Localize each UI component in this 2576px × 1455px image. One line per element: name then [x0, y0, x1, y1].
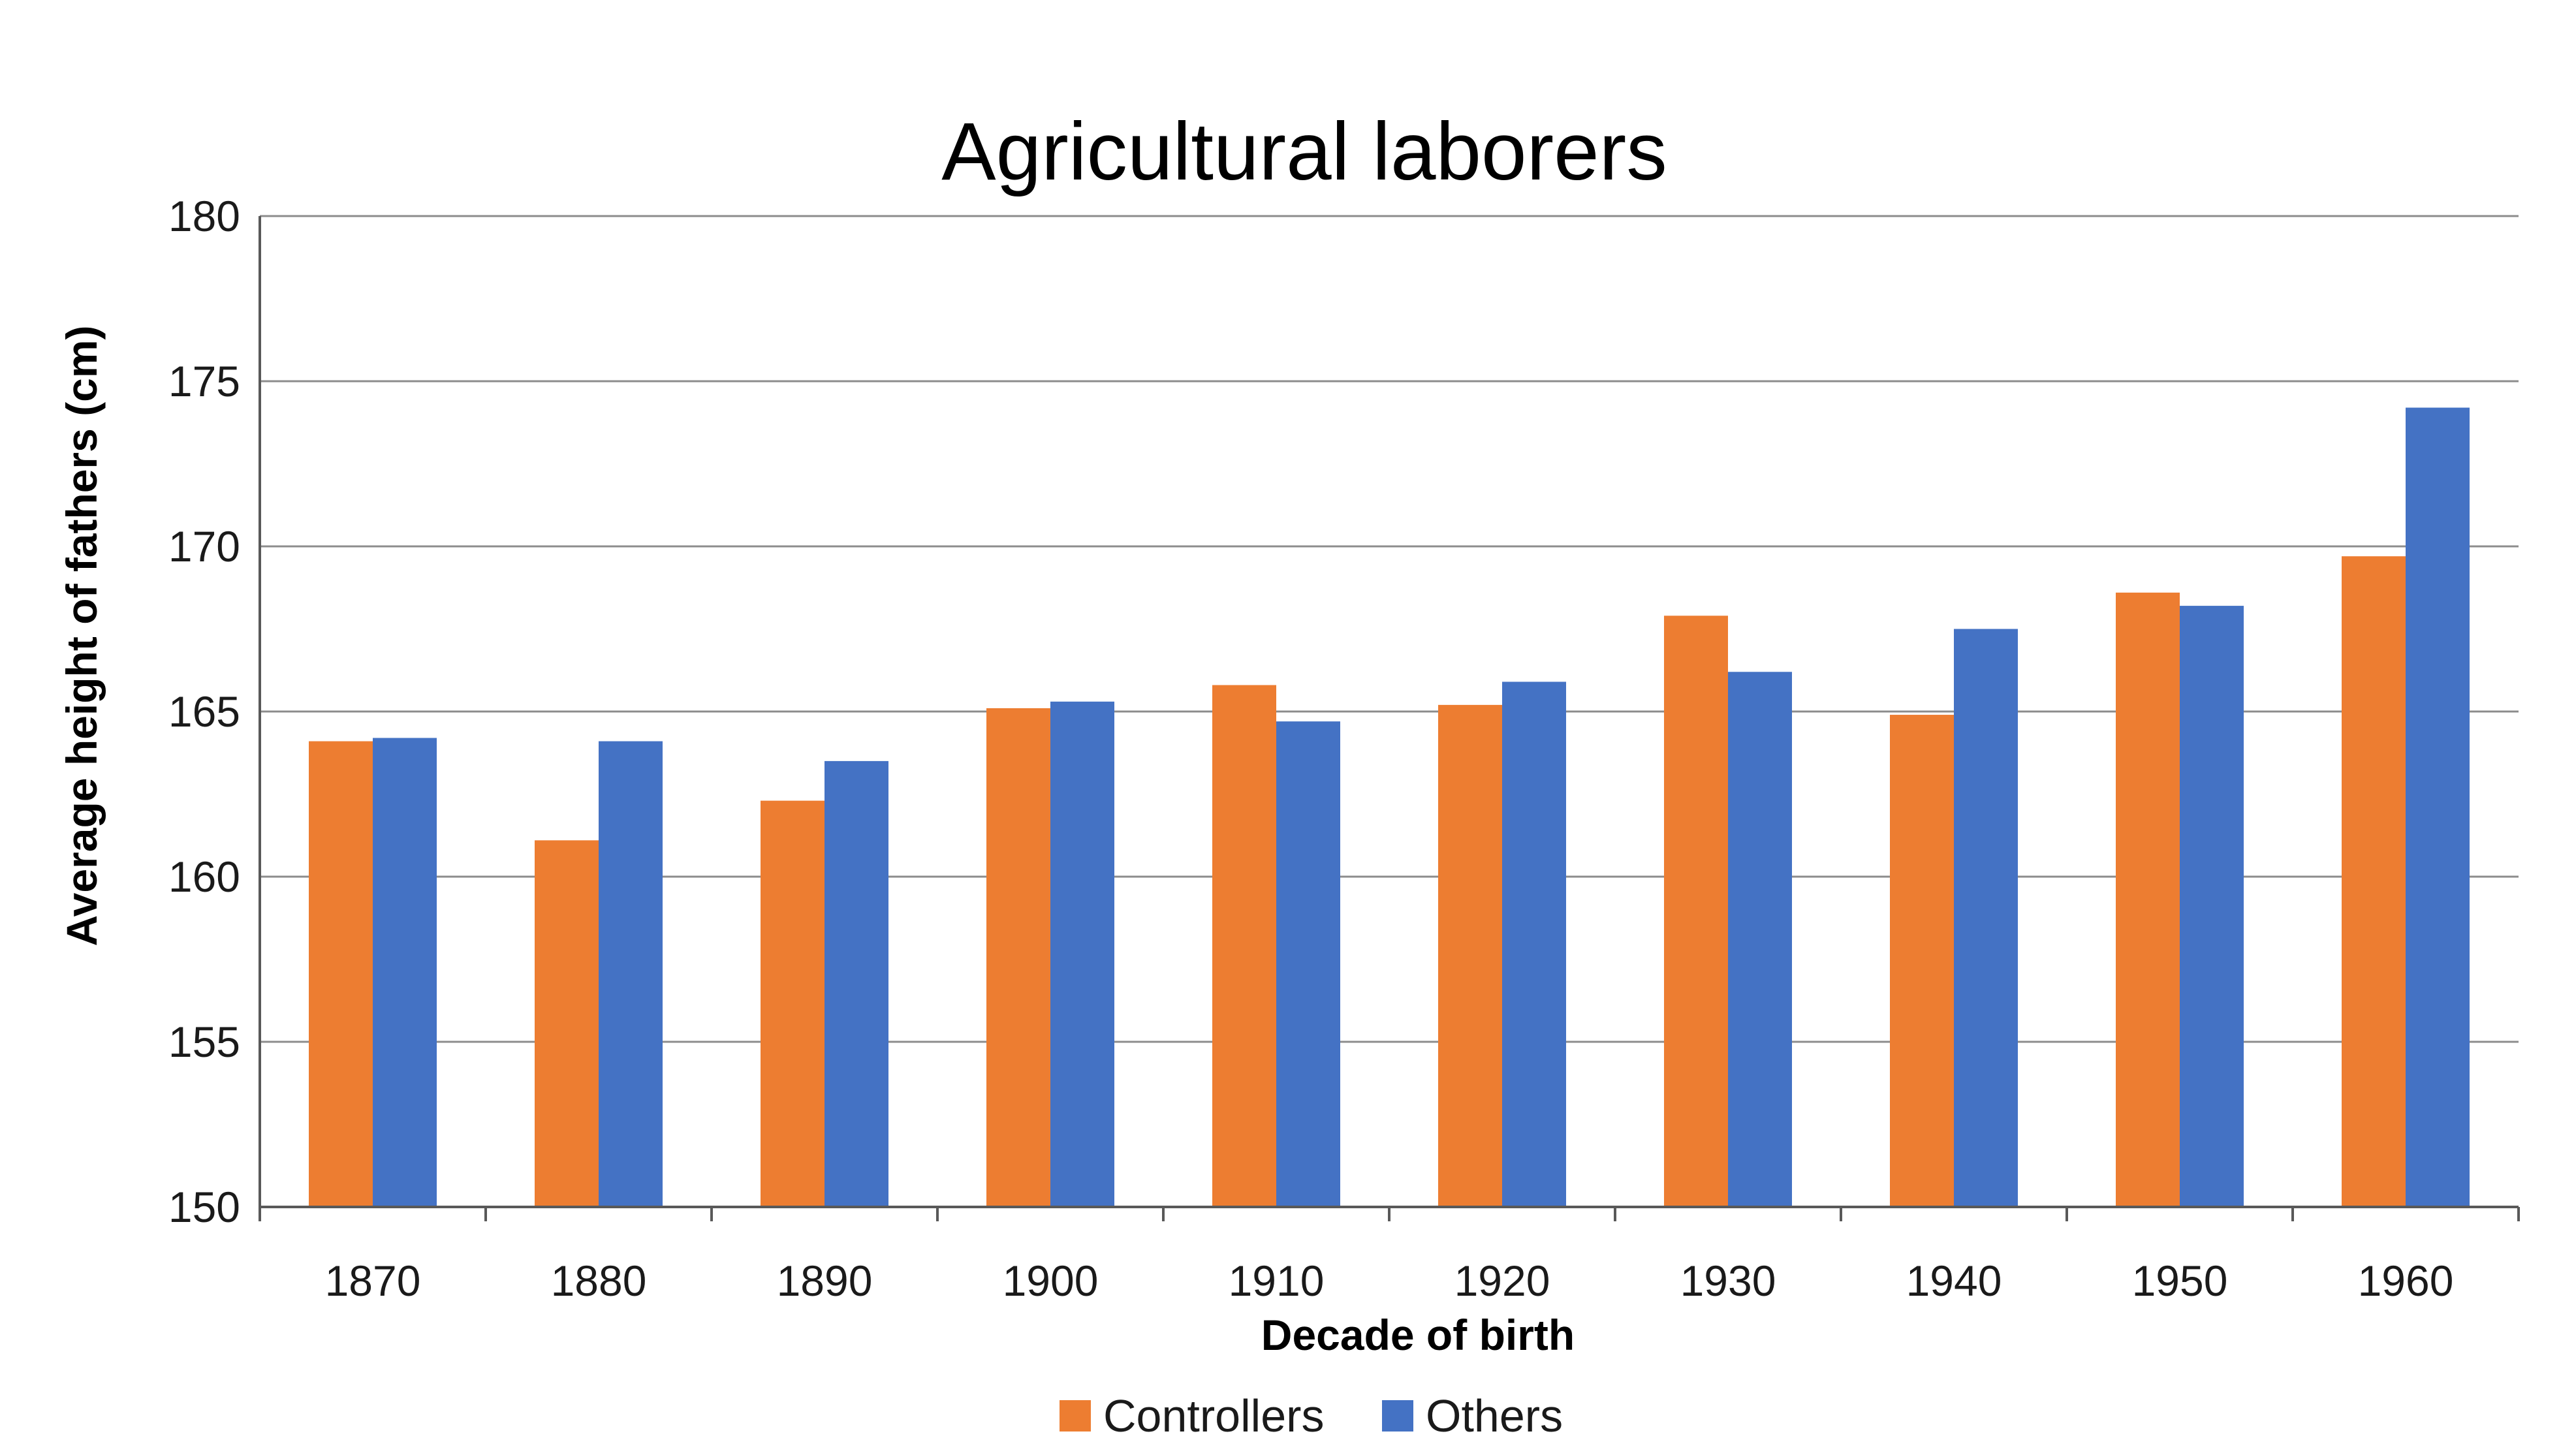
legend-label-controllers: Controllers [1103, 1390, 1324, 1441]
bar-controllers-1870 [309, 741, 373, 1207]
chart-title: Agricultural laborers [941, 106, 1667, 197]
bar-controllers-1930 [1664, 616, 1728, 1207]
bar-controllers-1890 [761, 800, 825, 1207]
x-tick-label: 1890 [777, 1257, 873, 1305]
x-tick-label: 1880 [551, 1257, 647, 1305]
x-tick-label: 1870 [325, 1257, 421, 1305]
bar-others-1880 [599, 741, 663, 1207]
y-tick-label: 170 [168, 522, 240, 571]
bar-controllers-1880 [535, 840, 599, 1207]
bar-others-1930 [1728, 672, 1792, 1207]
x-tick-label: 1960 [2358, 1257, 2454, 1305]
bar-controllers-1960 [2342, 556, 2406, 1207]
bar-controllers-1950 [2116, 592, 2180, 1207]
legend-label-others: Others [1426, 1390, 1563, 1441]
bar-others-1890 [825, 760, 888, 1207]
bar-others-1960 [2406, 407, 2470, 1207]
y-tick-label: 180 [168, 192, 240, 240]
bar-controllers-1920 [1438, 704, 1502, 1207]
x-tick-label: 1910 [1229, 1257, 1325, 1305]
x-tick-label: 1900 [1003, 1257, 1099, 1305]
bar-controllers-1940 [1890, 715, 1954, 1207]
legend-swatch-controllers [1060, 1400, 1091, 1432]
y-tick-label: 155 [168, 1018, 240, 1066]
legend-swatch-others [1382, 1400, 1413, 1432]
bar-others-1920 [1502, 681, 1566, 1207]
x-tick-label: 1940 [1906, 1257, 2002, 1305]
bar-others-1900 [1050, 701, 1114, 1207]
y-tick-label: 165 [168, 687, 240, 736]
y-tick-label: 150 [168, 1183, 240, 1231]
x-tick-label: 1920 [1454, 1257, 1550, 1305]
bar-others-1940 [1954, 629, 2018, 1207]
axes [259, 216, 2520, 1221]
x-axis-title: Decade of birth [1261, 1311, 1575, 1359]
x-axis-ticks: 1870 1880 1890 1900 1910 1920 1930 1940 1950 1960 [325, 1257, 2454, 1305]
bar-controllers-1900 [986, 708, 1050, 1207]
x-tick-label: 1930 [1680, 1257, 1776, 1305]
y-axis-title: Average height of fathers (cm) [57, 325, 106, 946]
legend: Controllers Others [1060, 1390, 1563, 1441]
bar-controllers-1910 [1212, 685, 1276, 1207]
y-tick-label: 160 [168, 853, 240, 901]
bars [309, 407, 2470, 1207]
bar-others-1950 [2180, 606, 2244, 1207]
x-tick-label: 1950 [2132, 1257, 2228, 1305]
bar-others-1870 [373, 738, 437, 1207]
y-tick-label: 175 [168, 357, 240, 405]
y-axis-ticks: 150 155 160 165 170 175 180 [168, 192, 240, 1231]
bar-others-1910 [1276, 721, 1340, 1207]
